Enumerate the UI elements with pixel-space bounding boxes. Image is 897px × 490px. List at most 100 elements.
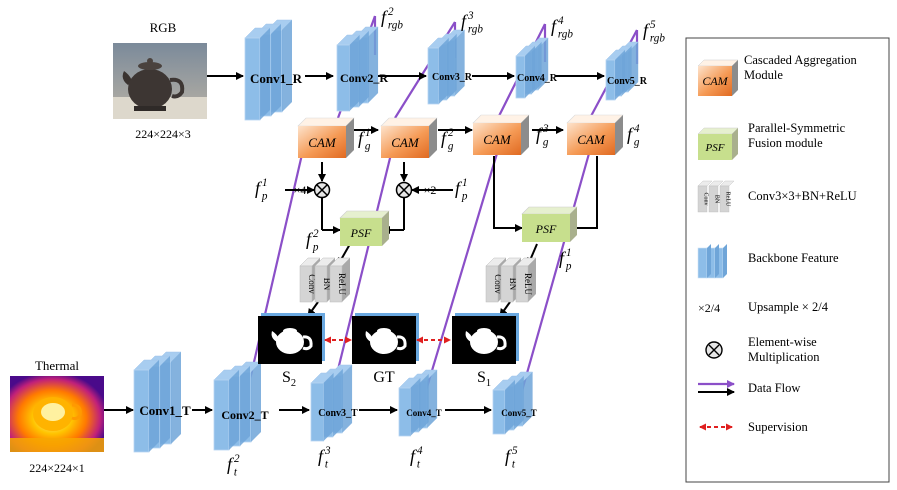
backbone-rgb-1: Conv1_R bbox=[244, 19, 303, 121]
psf-module-right-label: PSF bbox=[535, 222, 557, 236]
conv-stack-right-conv-label: Conv bbox=[493, 274, 503, 294]
label-s1: S1 bbox=[477, 369, 491, 389]
conv-stack-left-bn-label: BN bbox=[322, 278, 332, 291]
backbone-thermal-1-label: Conv1_T bbox=[139, 403, 191, 418]
legend-text-supervision-0: Supervision bbox=[748, 420, 808, 434]
conv-stack-left-conv-label: Conv bbox=[307, 274, 317, 294]
thermal-input: Thermal 224×224×1 bbox=[10, 358, 104, 475]
psf-module-right: PSF bbox=[521, 206, 578, 242]
psf-icon: PSF bbox=[697, 127, 739, 160]
black-arrows bbox=[104, 72, 605, 414]
cam-module-4: CAM bbox=[566, 114, 624, 155]
legend-text-psf-0: Parallel-Symmetric bbox=[748, 121, 846, 135]
thermal-title: Thermal bbox=[35, 358, 79, 373]
backbone-thermal-5: Conv5_T bbox=[492, 371, 537, 435]
conv-stack-left-relu-label: ReLU bbox=[337, 273, 347, 295]
backbone-rgb-3: Conv3_R bbox=[427, 29, 473, 105]
backbone-thermal-2: Conv2_T bbox=[213, 361, 269, 451]
backbone-thermal-4: Conv4_T bbox=[398, 369, 442, 437]
backbone-blocks: Conv1_R Conv2_R Conv3_R Conv4_R Conv5_R Conv1… bbox=[133, 19, 648, 453]
rgb-input: RGB 224×224×3 bbox=[113, 20, 207, 141]
backbone-thermal-1: Conv1_T bbox=[133, 351, 191, 453]
rgb-size: 224×224×3 bbox=[135, 127, 191, 141]
cam-module-4-label: CAM bbox=[577, 132, 606, 147]
legend-item-supervision: Supervision bbox=[699, 420, 808, 434]
backbone-thermal-3-label: Conv3_T bbox=[318, 408, 358, 419]
upsample-x4-label: ×4 bbox=[294, 183, 307, 197]
conv-stacks: Conv BN ReLU Conv BN ReLU bbox=[299, 257, 537, 303]
svg-text:PSF: PSF bbox=[705, 142, 725, 154]
conv-stack-right: Conv BN ReLU bbox=[485, 257, 537, 303]
legend-text-psf-1: Fusion module bbox=[748, 136, 823, 150]
backbone-rgb-5-label: Conv5_R bbox=[607, 76, 648, 87]
legend-text-dataflow-0: Data Flow bbox=[748, 381, 800, 395]
backbone-rgb-2: Conv2_R bbox=[336, 26, 388, 112]
cam-module-1: CAM bbox=[297, 117, 355, 158]
legend-item-dataflow: Data Flow bbox=[698, 380, 800, 396]
upsample-symbol: ×2/4 bbox=[698, 301, 720, 315]
rgb-title: RGB bbox=[150, 20, 177, 35]
thermal-teapot-image bbox=[10, 376, 104, 452]
mask-s2 bbox=[258, 313, 325, 364]
multiply-icon bbox=[705, 341, 723, 359]
backbone-thermal-4-label: Conv4_T bbox=[406, 408, 442, 418]
psf-modules: PSF PSF bbox=[339, 206, 578, 246]
label-f-rgb-3: f 3 rgb bbox=[461, 10, 483, 36]
backbone-rgb-1-label: Conv1_R bbox=[250, 71, 303, 86]
mask-s1 bbox=[452, 313, 519, 364]
multiply-icon bbox=[395, 181, 413, 199]
svg-text:BN: BN bbox=[714, 195, 720, 204]
conv-stack-right-bn-label: BN bbox=[508, 278, 518, 291]
data-flow-lines bbox=[246, 15, 639, 399]
mask-gt bbox=[352, 313, 419, 364]
backbone-thermal-5-label: Conv5_T bbox=[501, 408, 537, 418]
cam-module-2-label: CAM bbox=[391, 135, 420, 150]
legend-text-multiply-0: Element-wise bbox=[748, 335, 817, 349]
svg-text:ReLU: ReLU bbox=[725, 192, 731, 207]
legend-text-cam-0: Cascaded Aggregation bbox=[744, 53, 858, 67]
thermal-size: 224×224×1 bbox=[29, 461, 85, 475]
backbone-thermal-3: Conv3_T bbox=[310, 364, 358, 442]
backbone-rgb-3-label: Conv3_R bbox=[432, 72, 473, 83]
label-f-rgb-5: f 5 rgb bbox=[643, 19, 665, 45]
backbone-rgb-5: Conv5_R bbox=[605, 41, 648, 101]
label-f-rgb-2: f 2 rgb bbox=[381, 6, 403, 32]
label-f-rgb-4: f 4 rgb bbox=[551, 15, 573, 41]
cam-module-3-label: CAM bbox=[483, 132, 512, 147]
conv-stack-right-relu-label: ReLU bbox=[523, 273, 533, 295]
feature-labels: f 2 rgb f 3 rgb f 4 rgb f 5 rgb f 2 t f 3 t f 4 t f 5 t f 1 g f 2 g f 3… bbox=[227, 6, 665, 479]
data-flow-line bbox=[518, 149, 592, 399]
legend-item-backbone: Backbone Feature bbox=[697, 244, 839, 279]
conv-stack-icon: Conv BN ReLU bbox=[697, 180, 735, 213]
data-flow-line bbox=[423, 149, 500, 395]
legend-text-backbone-0: Backbone Feature bbox=[748, 251, 839, 265]
backbone-thermal-2-label: Conv2_T bbox=[221, 408, 268, 422]
backbone-rgb-4-label: Conv4_R bbox=[517, 73, 558, 84]
psf-module-left-label: PSF bbox=[350, 226, 372, 240]
legend-text-conv-0: Conv3×3+BN+ReLU bbox=[748, 189, 857, 203]
svg-text:Conv: Conv bbox=[703, 192, 709, 205]
cam-module-2: CAM bbox=[380, 117, 438, 158]
output-masks: S2 GT S1 bbox=[258, 313, 519, 389]
label-s2: S2 bbox=[282, 369, 296, 389]
multiply-ops: ×4 ×2 bbox=[294, 181, 437, 199]
cam-icon: CAM bbox=[697, 59, 739, 96]
psf-module-left: PSF bbox=[339, 210, 390, 246]
label-gt: GT bbox=[373, 369, 395, 386]
upsample-x2-label: ×2 bbox=[424, 183, 437, 197]
backbone-rgb-2-label: Conv2_R bbox=[340, 71, 388, 85]
